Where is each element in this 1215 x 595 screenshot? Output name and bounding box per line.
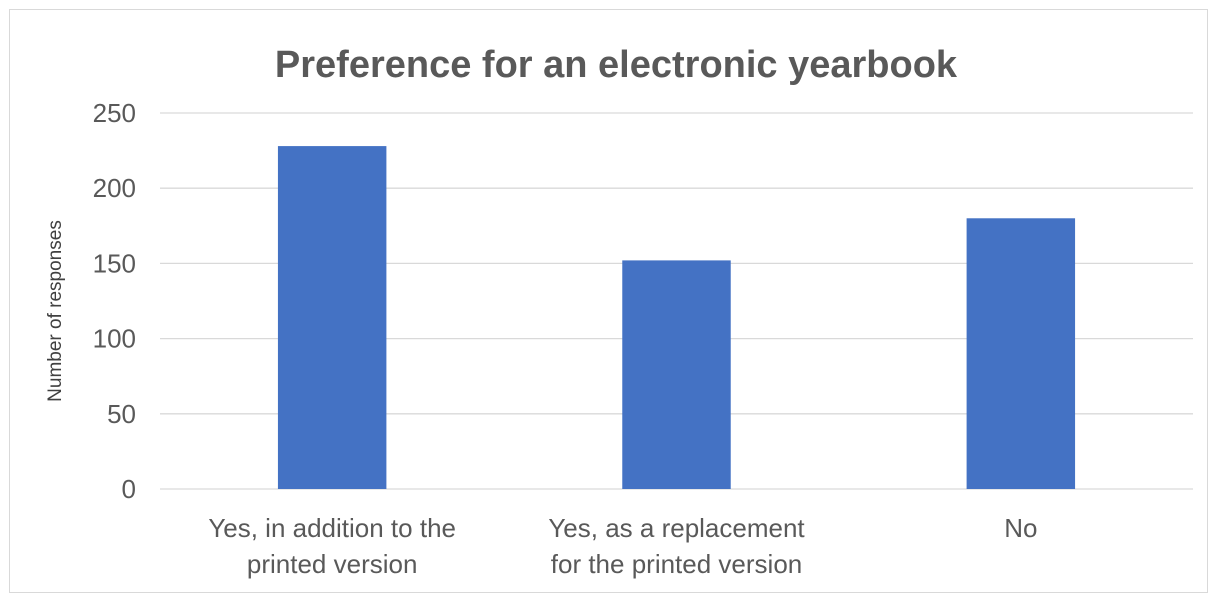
bar-chart: Preference for an electronic yearbook 0 5…: [45, 44, 1193, 579]
x-tick-label: Yes, in addition to the: [208, 513, 456, 543]
y-tick-label: 0: [122, 474, 136, 504]
x-tick-label: printed version: [247, 549, 418, 579]
bar: [277, 146, 387, 489]
y-tick-label: 50: [107, 399, 136, 429]
y-tick-label: 200: [93, 173, 136, 203]
y-tick-label: 150: [93, 248, 136, 278]
y-tick-label: 100: [93, 324, 136, 354]
x-axis-ticks: Yes, in addition to the printed version Ye…: [208, 513, 1037, 579]
x-tick-label: Yes, as a replacement: [548, 513, 805, 543]
chart-title: Preference for an electronic yearbook: [275, 44, 958, 86]
y-axis-ticks: 0 50 100 150 200 250: [93, 98, 136, 504]
chart-frame: Preference for an electronic yearbook 0 5…: [9, 9, 1208, 593]
y-axis-label: Number of responses: [45, 220, 66, 402]
x-tick-label: No: [1004, 513, 1037, 543]
x-tick-label: for the printed version: [551, 549, 802, 579]
y-tick-label: 250: [93, 98, 136, 128]
bars: [277, 146, 1076, 489]
bar: [966, 218, 1076, 489]
bar: [622, 260, 731, 489]
